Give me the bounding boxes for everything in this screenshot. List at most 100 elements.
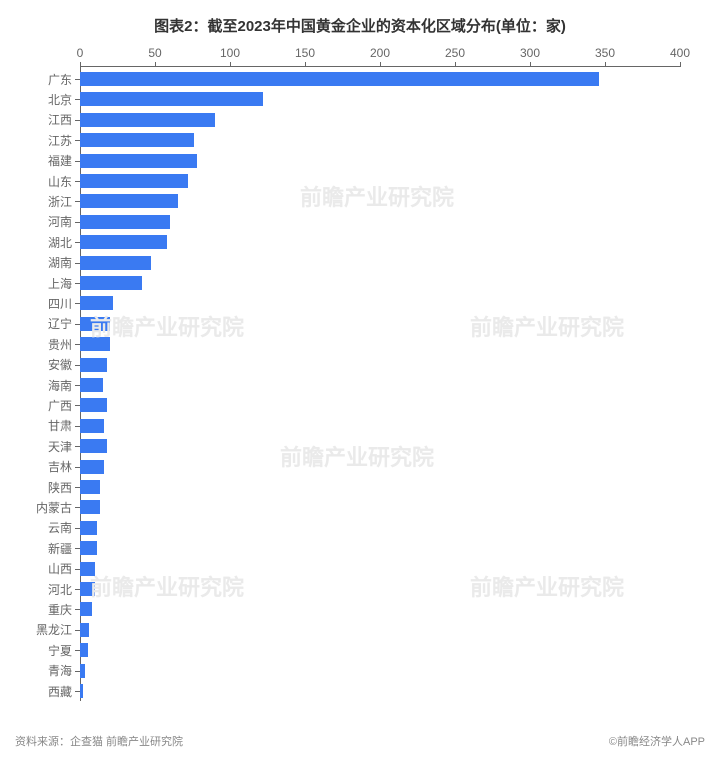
bar-label: 广西 [48,397,80,414]
bar-label: 北京 [48,91,80,108]
bar [80,623,89,637]
source-info: 资料来源：企查猫 前瞻产业研究院 [15,733,183,749]
bar [80,643,88,657]
bar-row: 山东 [80,174,188,188]
bar-row: 天津 [80,439,107,453]
bar-label: 天津 [48,438,80,455]
x-tick-mark [680,62,681,67]
bar-row: 福建 [80,154,197,168]
bar-row: 吉林 [80,460,104,474]
bar-row: 新疆 [80,541,97,555]
x-tick-label: 100 [220,46,240,60]
source-label: 资料来源： [15,736,70,748]
bar-label: 山西 [48,560,80,577]
bar-row: 河北 [80,582,95,596]
bar-row: 云南 [80,521,97,535]
bar-row: 四川 [80,296,113,310]
x-tick-mark [455,62,456,67]
bar-label: 浙江 [48,193,80,210]
bar-row: 陕西 [80,480,100,494]
bar-row: 西藏 [80,684,83,698]
x-tick-label: 150 [295,46,315,60]
x-tick-label: 400 [670,46,690,60]
bar-row: 宁夏 [80,643,88,657]
x-tick-mark [80,62,81,67]
x-tick-mark [605,62,606,67]
bar-label: 西藏 [48,683,80,700]
bar [80,398,107,412]
bar-row: 甘肃 [80,419,104,433]
bar-row: 湖南 [80,256,151,270]
bar-label: 甘肃 [48,417,80,434]
bar-row: 上海 [80,276,142,290]
bar-row: 湖北 [80,235,167,249]
bar-label: 河南 [48,213,80,230]
bar-row: 青海 [80,664,85,678]
bar-label: 辽宁 [48,315,80,332]
attribution: ©前瞻经济学人APP [609,733,705,749]
x-tick-mark [305,62,306,67]
x-tick-mark [155,62,156,67]
bar [80,337,110,351]
x-tick-label: 250 [445,46,465,60]
x-tick-mark [530,62,531,67]
bar-label: 上海 [48,275,80,292]
bar-label: 江苏 [48,132,80,149]
bar-label: 青海 [48,662,80,679]
source-text: 企查猫 前瞻产业研究院 [70,736,183,748]
bar [80,378,103,392]
bar-row: 河南 [80,215,170,229]
bar-row: 广东 [80,72,599,86]
bar [80,256,151,270]
bar [80,460,104,474]
bar [80,664,85,678]
bar [80,296,113,310]
bar-label: 宁夏 [48,642,80,659]
bar-label: 湖北 [48,234,80,251]
bar [80,235,167,249]
bar-row: 辽宁 [80,317,110,331]
bar-row: 江苏 [80,133,194,147]
bar-row: 浙江 [80,194,178,208]
bar-row: 重庆 [80,602,92,616]
bar [80,113,215,127]
bar [80,133,194,147]
bar-label: 内蒙古 [36,499,80,516]
bar-label: 新疆 [48,540,80,557]
bar [80,582,95,596]
x-tick-label: 0 [77,46,84,60]
bar [80,439,107,453]
bar-label: 福建 [48,152,80,169]
bar [80,541,97,555]
bar-label: 贵州 [48,336,80,353]
chart-title: 图表2：截至2023年中国黄金企业的资本化区域分布(单位：家) [0,0,720,46]
bar-row: 山西 [80,562,95,576]
bar-label: 吉林 [48,458,80,475]
x-tick-label: 300 [520,46,540,60]
x-tick-mark [230,62,231,67]
bar-row: 安徽 [80,358,107,372]
bar [80,92,263,106]
bar [80,317,110,331]
bar-label: 海南 [48,377,80,394]
bar-label: 四川 [48,295,80,312]
bar [80,480,100,494]
bar [80,521,97,535]
bar [80,500,100,514]
bar-row: 贵州 [80,337,110,351]
bar-label: 山东 [48,173,80,190]
bar [80,684,83,698]
footer: 资料来源：企查猫 前瞻产业研究院 ©前瞻经济学人APP [15,733,705,749]
bar-label: 安徽 [48,356,80,373]
bar-row: 海南 [80,378,103,392]
bar [80,72,599,86]
bar-row: 北京 [80,92,263,106]
bar-label: 湖南 [48,254,80,271]
bar [80,358,107,372]
bar [80,154,197,168]
bar-row: 内蒙古 [80,500,100,514]
x-tick-label: 200 [370,46,390,60]
bar [80,602,92,616]
bar-label: 黑龙江 [36,621,80,638]
bar-label: 河北 [48,581,80,598]
